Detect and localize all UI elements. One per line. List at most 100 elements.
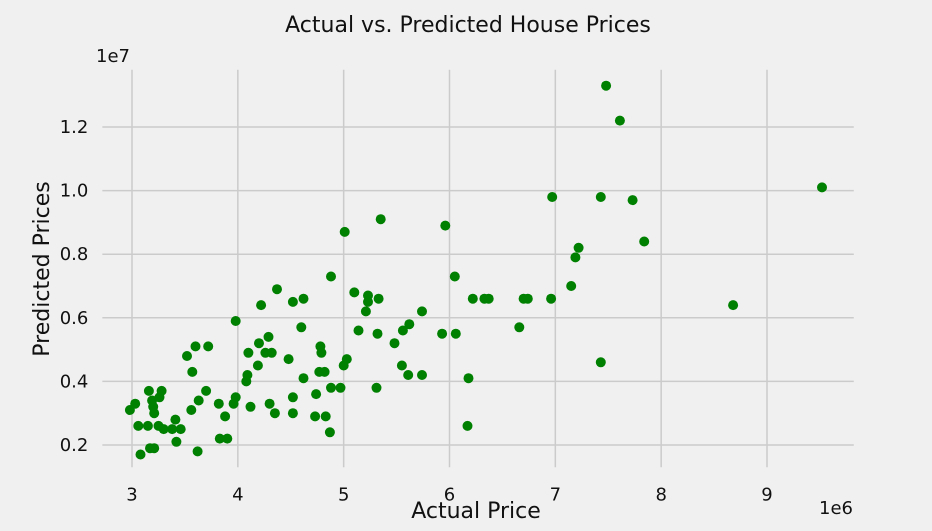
- data-point: [573, 242, 584, 253]
- data-point: [319, 366, 330, 377]
- data-point: [326, 382, 336, 393]
- y-tick-label: 1.0: [60, 181, 89, 202]
- data-point: [296, 322, 307, 333]
- data-point: [190, 341, 201, 352]
- y-tick-label: 0.8: [60, 244, 89, 265]
- grid-lines: [102, 69, 854, 468]
- y-axis-offset-label: 1e7: [96, 46, 130, 67]
- data-point: [363, 296, 373, 307]
- data-point: [186, 405, 197, 415]
- data-point: [256, 300, 267, 311]
- y-tick-label: 0.2: [60, 435, 89, 456]
- data-point: [514, 322, 525, 333]
- data-point: [326, 271, 336, 282]
- data-point: [373, 293, 384, 304]
- data-point: [287, 296, 298, 307]
- data-point: [349, 287, 360, 298]
- data-point: [171, 436, 182, 447]
- data-point: [192, 446, 203, 457]
- data-point: [639, 236, 650, 247]
- data-point: [254, 338, 264, 349]
- data-point: [450, 328, 461, 339]
- data-point: [149, 443, 160, 454]
- x-axis-offset-label: 1e6: [819, 498, 853, 519]
- data-point: [547, 192, 558, 202]
- data-point: [397, 325, 408, 336]
- data-point: [375, 214, 386, 225]
- data-point: [371, 382, 382, 393]
- data-point: [167, 424, 178, 435]
- data-point: [601, 80, 612, 91]
- data-point: [614, 115, 625, 126]
- data-point: [201, 385, 212, 396]
- data-point: [483, 293, 494, 304]
- data-point: [193, 395, 204, 406]
- data-point: [627, 195, 638, 206]
- data-point: [266, 347, 277, 358]
- x-tick-label: 3: [126, 484, 137, 505]
- data-point: [595, 192, 606, 202]
- data-point: [335, 382, 346, 393]
- x-axis-label: Actual Price: [411, 499, 541, 524]
- data-point: [156, 385, 167, 396]
- x-tick-label: 9: [761, 484, 772, 505]
- data-point: [187, 366, 198, 377]
- data-point: [220, 411, 231, 422]
- data-point: [566, 281, 577, 291]
- data-point: [149, 408, 160, 419]
- data-point: [287, 392, 298, 403]
- data-point: [310, 411, 321, 422]
- data-point: [403, 370, 414, 380]
- data-point: [264, 398, 275, 409]
- data-point: [143, 385, 154, 396]
- data-point: [404, 319, 415, 330]
- data-point: [463, 373, 474, 384]
- data-point: [203, 341, 214, 352]
- data-point: [182, 351, 192, 361]
- scatter-points: [124, 80, 827, 460]
- data-point: [546, 293, 557, 304]
- y-tick-label: 1.2: [60, 117, 89, 138]
- data-point: [213, 398, 224, 409]
- tick-labels: 3 4 5 6 7 8 9 0.2 0.4 0.6 0.8 1.0 1.2: [60, 117, 773, 505]
- x-tick-label: 6: [444, 484, 455, 505]
- data-point: [440, 220, 451, 231]
- data-point: [311, 389, 322, 400]
- data-point: [324, 427, 335, 438]
- data-point: [339, 226, 350, 237]
- data-point: [298, 373, 309, 384]
- data-point: [222, 433, 233, 444]
- data-point: [396, 360, 407, 371]
- data-point: [252, 360, 263, 371]
- y-axis-label: Predicted Prices: [30, 181, 55, 356]
- data-point: [170, 414, 181, 425]
- data-point: [133, 420, 144, 431]
- data-point: [245, 401, 256, 412]
- data-point: [417, 370, 427, 380]
- data-point: [595, 357, 606, 368]
- data-point: [269, 408, 280, 419]
- data-point: [360, 306, 371, 317]
- data-point: [283, 354, 294, 365]
- x-tick-label: 7: [550, 484, 561, 505]
- data-point: [242, 370, 253, 380]
- data-point: [320, 411, 331, 422]
- data-point: [389, 338, 400, 349]
- y-tick-label: 0.6: [60, 308, 89, 329]
- data-point: [316, 347, 327, 358]
- data-point: [462, 420, 473, 431]
- data-point: [158, 424, 169, 435]
- data-point: [272, 284, 282, 295]
- data-point: [372, 328, 383, 339]
- data-point: [135, 449, 146, 460]
- data-point: [230, 316, 241, 326]
- data-point: [341, 354, 352, 365]
- x-tick-label: 8: [655, 484, 666, 505]
- data-point: [522, 293, 533, 304]
- data-point: [467, 293, 478, 304]
- data-point: [263, 331, 274, 342]
- data-point: [230, 392, 241, 403]
- data-point: [243, 347, 254, 358]
